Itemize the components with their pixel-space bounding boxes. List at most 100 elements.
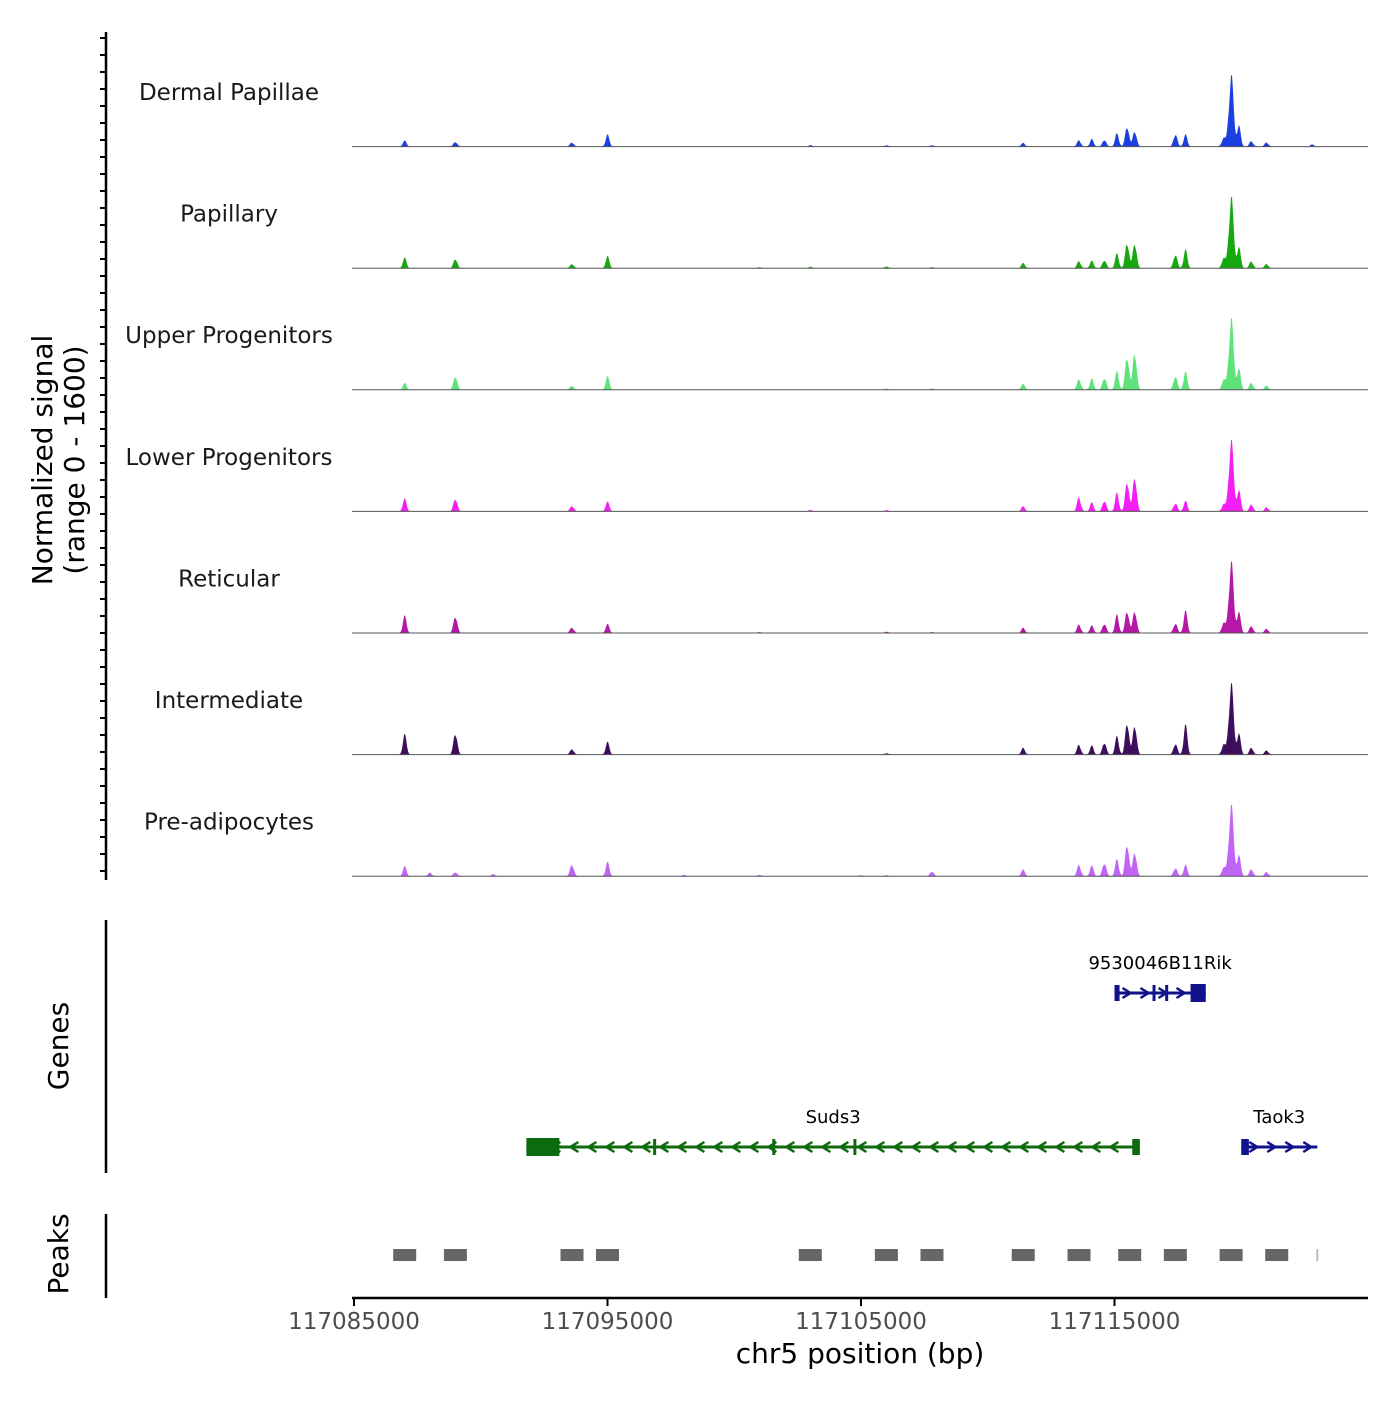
peak-region — [560, 1249, 584, 1261]
strand-arrow — [1036, 1140, 1048, 1154]
signal-area — [352, 804, 1368, 877]
strand-arrow — [1018, 1140, 1030, 1154]
peak-region — [1316, 1249, 1319, 1261]
strand-arrow — [928, 1140, 940, 1154]
track-label: Dermal Papillae — [139, 80, 319, 106]
strand-arrow — [1090, 1140, 1102, 1154]
gene-label: 9530046B11Rik — [1088, 953, 1232, 974]
gene-exon — [853, 1139, 857, 1155]
y-axis-label-line1: Normalized signal — [26, 335, 59, 586]
strand-arrow — [1108, 1140, 1120, 1154]
signal-area — [352, 683, 1368, 755]
strand-arrow — [622, 1140, 634, 1154]
peaks-track-label: Peaks — [42, 1213, 75, 1294]
strand-arrow — [730, 1140, 742, 1154]
genes-track-label: Genes — [42, 1002, 75, 1090]
track-label: Upper Progenitors — [125, 323, 333, 349]
peak-region — [596, 1249, 619, 1261]
peak-region — [1118, 1249, 1142, 1261]
x-tick-label: 117085000 — [288, 1309, 420, 1335]
peak-region — [1265, 1249, 1289, 1261]
gene-exon — [1241, 1139, 1249, 1155]
strand-arrow — [874, 1140, 886, 1154]
track-dermal-papillae: Dermal Papillae — [139, 75, 1368, 148]
strand-arrow — [658, 1140, 670, 1154]
gene-suds3: Suds3 — [526, 1107, 1140, 1156]
strand-arrow — [964, 1140, 976, 1154]
gene-exon — [772, 1139, 776, 1155]
signal-area — [352, 439, 1368, 512]
signal-area — [352, 75, 1368, 147]
track-reticular: Reticular — [178, 561, 1368, 634]
x-axis-label: chr5 position (bp) — [736, 1337, 985, 1370]
peak-region — [443, 1249, 467, 1261]
strand-arrow — [586, 1140, 598, 1154]
gene-exon — [1190, 984, 1206, 1002]
track-lower-progenitors: Lower Progenitors — [126, 439, 1368, 512]
strand-arrow — [1266, 1140, 1278, 1154]
track-papillary: Papillary — [180, 196, 1368, 269]
strand-arrow — [676, 1140, 688, 1154]
gene-taok3: Taok3 — [1241, 1107, 1318, 1155]
peak-track — [393, 1249, 1319, 1261]
track-intermediate: Intermediate — [155, 683, 1368, 756]
strand-arrow — [838, 1140, 850, 1154]
x-tick-label: 117105000 — [795, 1309, 927, 1335]
track-label: Reticular — [178, 566, 280, 592]
gene-track: 9530046B11Rik Suds3 Taok3 — [526, 953, 1318, 1156]
strand-arrow — [1000, 1140, 1012, 1154]
x-tick-label: 117095000 — [542, 1309, 674, 1335]
strand-arrow — [784, 1140, 796, 1154]
x-axis-ticks: 117085000 117095000 117105000 117115000 — [288, 1298, 1180, 1335]
strand-arrow — [856, 1140, 868, 1154]
peak-region — [920, 1249, 944, 1261]
strand-arrow — [694, 1140, 706, 1154]
y-axis-label-line2: (range 0 - 1600) — [58, 345, 91, 574]
gene-exon — [1114, 985, 1120, 1001]
gene-exon — [1165, 985, 1169, 1001]
track-pre-adipocytes: Pre-adipocytes — [144, 804, 1368, 877]
signal-tracks: Dermal Papillae Papillary Upper Progenitor… — [125, 75, 1368, 877]
peak-region — [874, 1249, 898, 1261]
strand-arrow — [1302, 1140, 1314, 1154]
strand-arrow — [1175, 986, 1187, 1000]
signal-y-ticks — [100, 37, 106, 872]
strand-arrow — [1072, 1140, 1084, 1154]
strand-arrow — [1284, 1140, 1296, 1154]
strand-arrow — [892, 1140, 904, 1154]
peak-region — [1163, 1249, 1187, 1261]
gene-label: Suds3 — [806, 1107, 861, 1128]
peak-region — [393, 1249, 417, 1261]
strand-arrow — [1248, 1140, 1260, 1154]
signal-area — [352, 196, 1368, 269]
peak-region — [1219, 1249, 1243, 1261]
x-tick-label: 117115000 — [1049, 1309, 1181, 1335]
strand-arrow — [1139, 986, 1151, 1000]
peak-region — [1011, 1249, 1035, 1261]
strand-arrow — [568, 1140, 580, 1154]
strand-arrow — [946, 1140, 958, 1154]
track-label: Lower Progenitors — [126, 445, 333, 471]
track-label: Intermediate — [155, 688, 303, 714]
strand-arrow — [910, 1140, 922, 1154]
track-label: Papillary — [180, 202, 278, 228]
peak-region — [1067, 1249, 1091, 1261]
strand-arrow — [1054, 1140, 1066, 1154]
strand-arrow — [748, 1140, 760, 1154]
strand-arrow — [604, 1140, 616, 1154]
gene-exon — [1132, 1139, 1140, 1155]
peak-region — [798, 1249, 822, 1261]
gene-exon — [526, 1138, 560, 1156]
signal-area — [352, 561, 1368, 633]
track-upper-progenitors: Upper Progenitors — [125, 318, 1368, 391]
strand-arrow — [820, 1140, 832, 1154]
gene-exon — [1152, 985, 1156, 1001]
signal-area — [352, 318, 1368, 390]
strand-arrow — [1121, 986, 1133, 1000]
strand-arrow — [640, 1140, 652, 1154]
strand-arrow — [982, 1140, 994, 1154]
strand-arrow — [712, 1140, 724, 1154]
gene-label: Taok3 — [1252, 1107, 1305, 1128]
